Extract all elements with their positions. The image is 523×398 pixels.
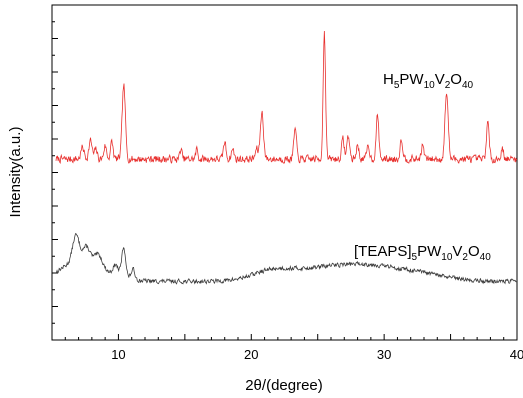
label-text: PW [399,71,424,88]
label-subscript: 10 [441,252,453,263]
label-text: O [468,243,480,260]
x-axis-label: 2θ/(degree) [245,377,323,394]
label-subscript: 2 [445,80,451,91]
series-label-teaps-pw10v2o40: [TEAPS]5PW10V2O40 [354,243,491,263]
label-subscript: 40 [462,80,474,91]
series-label-h5pw10v2o40: H5PW10V2O40 [383,71,474,91]
label-subscript: 2 [462,252,468,263]
x-tick-label: 30 [377,347,391,362]
label-subscript: 40 [480,252,492,263]
y-axis-ticks [52,4,58,341]
label-text: H [383,71,394,88]
label-subscript: 5 [412,252,418,263]
label-subscript: 5 [394,80,400,91]
label-text: V [435,71,445,88]
label-subscript: 10 [424,80,436,91]
label-text: V [452,243,462,260]
series-line-0 [55,31,518,164]
label-text: PW [417,243,442,260]
x-tick-label: 40 [510,347,523,362]
label-text: [TEAPS] [354,243,412,260]
x-tick-label: 20 [244,347,258,362]
plot-frame [51,4,518,341]
y-axis-label: Intensity(a.u.) [7,127,24,218]
label-text: O [450,71,462,88]
series-line-1 [55,232,517,285]
x-axis-ticks: 10 20 30 40 [51,334,523,362]
x-tick-label: 10 [111,347,125,362]
series-lines [55,31,518,285]
